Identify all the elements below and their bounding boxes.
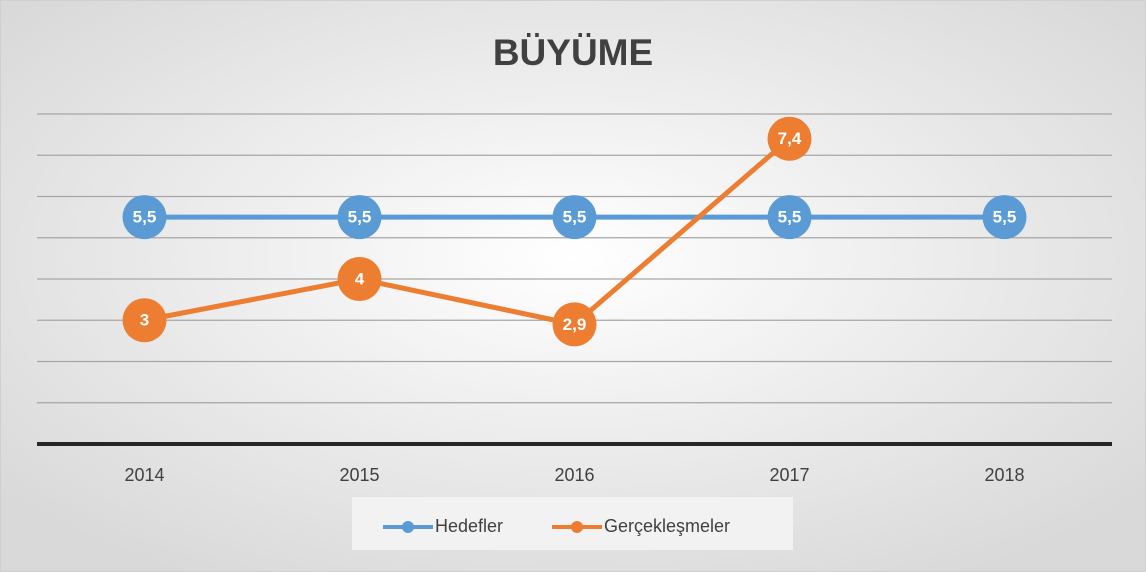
chart-title: BÜYÜME [493, 32, 653, 73]
legend-marker [402, 521, 414, 533]
data-point [982, 195, 1027, 240]
data-point [552, 302, 597, 347]
x-tick-label: 2015 [339, 465, 379, 485]
data-point [337, 195, 382, 240]
legend-label: Gerçekleşmeler [604, 516, 730, 536]
data-label: 3 [140, 311, 149, 330]
data-point [122, 298, 167, 343]
data-point [767, 195, 812, 240]
x-tick-label: 2014 [124, 465, 164, 485]
legend-marker [571, 521, 583, 533]
data-point [122, 195, 167, 240]
x-tick-label: 2016 [554, 465, 594, 485]
data-label: 4 [355, 269, 365, 288]
legend-label: Hedefler [435, 516, 503, 536]
data-label: 5,5 [133, 208, 157, 227]
x-tick-label: 2017 [769, 465, 809, 485]
data-point [552, 195, 597, 240]
data-label: 5,5 [778, 208, 802, 227]
data-label: 2,9 [563, 315, 587, 334]
data-label: 5,5 [348, 208, 372, 227]
data-point [767, 116, 812, 161]
data-point [337, 257, 382, 301]
series-line [144, 136, 792, 327]
data-label: 5,5 [993, 208, 1017, 227]
x-tick-label: 2018 [984, 465, 1024, 485]
data-label: 7,4 [778, 129, 802, 148]
data-label: 5,5 [563, 208, 587, 227]
